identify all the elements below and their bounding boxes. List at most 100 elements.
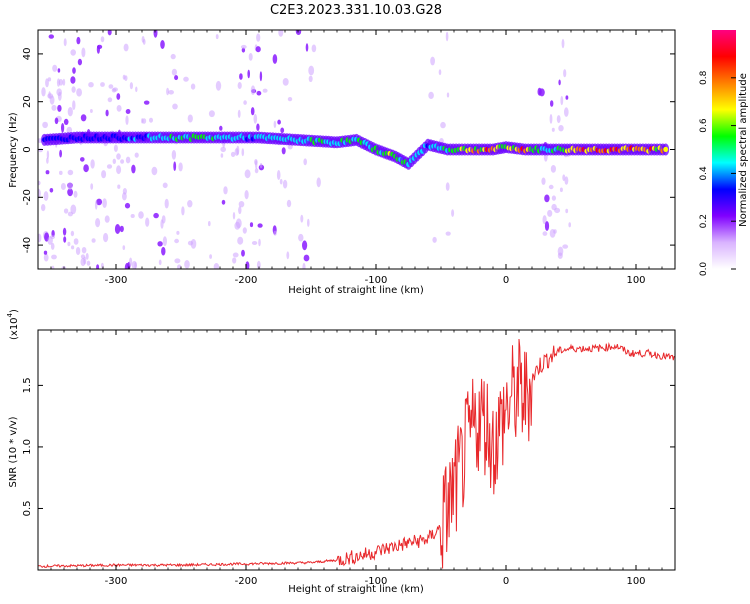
speckle-mark [96,198,103,206]
speckle-mark [166,87,170,96]
snr-multiplier-base: (x10 [9,317,20,340]
speckle-mark [161,215,166,224]
snr-ylabel: SNR (10 * v/v) [8,416,19,487]
speckle-mark [153,212,159,219]
speckle-mark [67,188,73,197]
speckle-mark [71,245,75,250]
speckle-mark [160,40,165,49]
speckle-mark [113,144,118,152]
speckle-mark [279,178,283,185]
speckle-mark [95,218,101,228]
speckle-mark [111,88,117,93]
y-tick-label: 1.0 [22,439,33,455]
speckle-mark [281,147,286,155]
speckle-mark [45,170,50,175]
speckle-mark [171,150,177,160]
speckle-mark [445,231,451,236]
speckle-mark [234,148,239,156]
snr-plot-area [38,330,675,570]
speckle-mark [244,169,251,179]
speckle-mark [157,241,163,247]
y-tick-label: -20 [22,189,33,205]
speckle-mark [187,114,193,123]
speckle-mark [101,170,107,179]
speckle-mark [124,75,128,81]
speckle-mark [61,123,65,133]
y-tick-label: -40 [22,237,33,253]
speckle-mark [72,100,76,110]
speckle-mark [145,217,150,227]
colorbar: 0.0 0.2 0.4 0.6 0.8 Normalized spectral ampl… [699,30,749,276]
speckle-mark [116,165,122,175]
speckle-mark [141,36,145,43]
speckle-mark [38,148,43,153]
speckle-mark [215,80,222,91]
speckle-mark [41,87,46,97]
speckle-mark [104,215,110,223]
svg-text:(x104): (x104) [6,309,20,340]
speckle-mark [67,169,74,176]
speckle-mark [52,64,58,72]
speckle-mark [100,36,105,43]
speckle-mark [73,238,79,245]
speckle-mark [280,127,285,134]
speckle-mark [43,253,49,262]
speckle-mark [286,251,290,260]
speckle-mark [51,104,57,111]
speckle-mark [259,71,263,82]
speckle-mark [256,123,260,131]
snr-multiplier-close: ) [9,309,20,313]
speckle-mark [255,46,261,53]
x-tick-label: -200 [235,576,258,587]
speckle-mark [562,244,569,249]
speckle-mark [153,30,158,38]
speckle-mark [50,242,55,250]
snr-panel: -300 -200 -100 0 100 0.5 1.0 1.5 Height of stra… [6,309,676,595]
speckle-mark [557,252,563,259]
speckle-mark [273,230,277,236]
speckle-mark [176,230,180,235]
speckle-mark [125,115,129,125]
speckle-mark [168,90,175,95]
speckle-mark [107,30,112,36]
speckle-mark [70,230,75,237]
speckle-mark [565,95,569,100]
speckle-mark [251,241,258,245]
speckle-mark [46,157,49,164]
speckle-mark [135,86,138,93]
speckle-mark [94,200,98,210]
speckle-mark [273,120,277,128]
speckle-mark [112,158,117,164]
speckle-mark [558,125,564,132]
speckle-mark [238,206,242,215]
speckle-mark [149,117,153,123]
speckle-mark [122,192,127,201]
speckle-mark [134,152,139,158]
spectrogram-ylabel: Frequency (Hz) [8,112,19,188]
speckle-mark [438,69,442,76]
snr-multiplier-exp: 4 [6,312,14,317]
spectrogram-bands [38,30,571,269]
speckle-mark [90,109,93,113]
speckle-mark [131,164,136,174]
speckle-mark [249,222,254,228]
speckle-mark [75,247,81,255]
speckle-mark [38,180,41,186]
spectrogram-ridge [41,131,670,170]
speckle-mark [114,224,121,234]
speckle-mark [221,199,226,205]
y-tick-label: 40 [22,48,33,61]
speckle-mark [308,65,315,76]
snr-series-line [38,338,675,569]
speckle-mark [237,82,242,89]
speckle-mark [551,203,557,211]
speckle-mark [560,95,564,106]
speckle-mark [161,246,166,256]
speckle-mark [542,215,547,225]
speckle-mark [445,182,450,191]
speckle-mark [440,121,446,129]
speckle-mark [80,257,86,267]
speckle-mark [43,250,48,255]
speckle-mark [544,194,550,203]
speckle-mark [241,148,245,157]
